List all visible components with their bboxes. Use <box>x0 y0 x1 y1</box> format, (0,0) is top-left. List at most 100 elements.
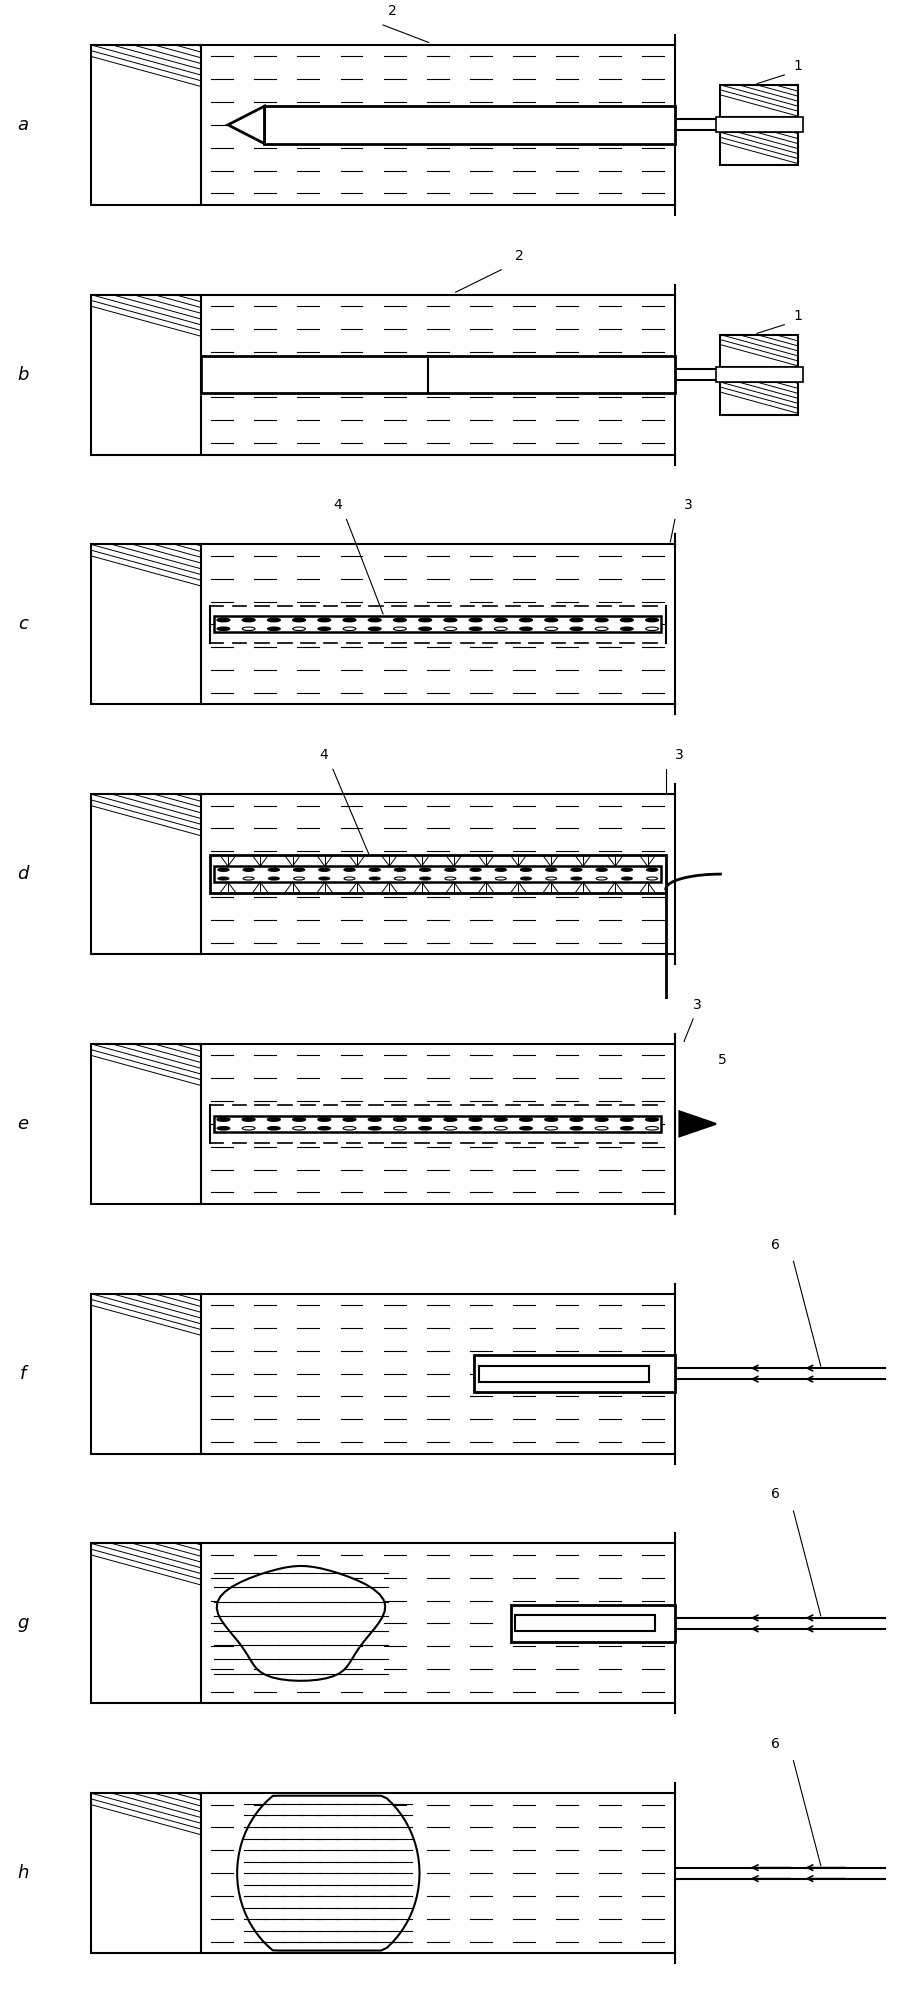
Circle shape <box>468 617 481 621</box>
Circle shape <box>595 1127 608 1131</box>
Circle shape <box>343 877 354 879</box>
Text: 5: 5 <box>718 1053 726 1067</box>
Text: 1: 1 <box>793 58 802 74</box>
Circle shape <box>293 877 304 879</box>
Circle shape <box>645 1127 658 1131</box>
Circle shape <box>520 869 531 871</box>
Bar <box>515 1614 654 1630</box>
Circle shape <box>292 1127 305 1131</box>
Circle shape <box>218 869 229 871</box>
Circle shape <box>619 617 632 621</box>
Bar <box>91 1295 200 1455</box>
Circle shape <box>619 1117 632 1121</box>
Circle shape <box>646 869 657 871</box>
Circle shape <box>394 877 405 879</box>
Bar <box>715 368 802 382</box>
Circle shape <box>596 877 607 879</box>
Circle shape <box>368 627 381 631</box>
Text: 4: 4 <box>333 498 342 513</box>
Text: 4: 4 <box>319 747 328 763</box>
Text: a: a <box>17 116 28 134</box>
Circle shape <box>217 617 230 621</box>
Circle shape <box>419 869 430 871</box>
Circle shape <box>569 627 582 631</box>
Text: 6: 6 <box>770 1487 779 1502</box>
Circle shape <box>569 1127 582 1131</box>
Circle shape <box>444 1127 456 1131</box>
Circle shape <box>444 627 456 631</box>
Circle shape <box>318 627 331 631</box>
Polygon shape <box>217 1566 384 1680</box>
Circle shape <box>494 1117 507 1121</box>
Circle shape <box>292 1117 305 1121</box>
Circle shape <box>494 627 507 631</box>
Bar <box>210 855 665 893</box>
Circle shape <box>569 617 582 621</box>
Circle shape <box>494 617 507 621</box>
Circle shape <box>595 627 608 631</box>
Text: 3: 3 <box>674 747 683 763</box>
Circle shape <box>242 1117 255 1121</box>
Circle shape <box>217 1117 230 1121</box>
Text: 2: 2 <box>387 4 396 18</box>
Circle shape <box>243 869 254 871</box>
Circle shape <box>368 1117 381 1121</box>
Bar <box>91 543 200 705</box>
Circle shape <box>267 1117 280 1121</box>
Circle shape <box>645 617 658 621</box>
Circle shape <box>519 617 532 621</box>
Circle shape <box>469 877 480 879</box>
Bar <box>91 1794 200 1954</box>
Circle shape <box>217 627 230 631</box>
Circle shape <box>444 617 456 621</box>
Text: 6: 6 <box>770 1736 779 1752</box>
Bar <box>214 867 660 883</box>
Bar <box>91 793 200 955</box>
Circle shape <box>267 1127 280 1131</box>
Circle shape <box>544 627 557 631</box>
Circle shape <box>318 1127 331 1131</box>
Circle shape <box>394 617 406 621</box>
Circle shape <box>293 869 304 871</box>
Circle shape <box>519 1117 532 1121</box>
Bar <box>478 1367 649 1383</box>
Circle shape <box>418 1117 431 1121</box>
Circle shape <box>544 1117 557 1121</box>
Text: e: e <box>17 1115 28 1133</box>
Circle shape <box>318 617 331 621</box>
Circle shape <box>368 617 381 621</box>
Bar <box>91 1542 200 1702</box>
Circle shape <box>520 877 531 879</box>
Circle shape <box>368 1127 381 1131</box>
Text: g: g <box>17 1614 28 1632</box>
Circle shape <box>646 877 657 879</box>
Circle shape <box>620 869 631 871</box>
Circle shape <box>318 1117 331 1121</box>
Circle shape <box>418 617 431 621</box>
Bar <box>510 1604 674 1642</box>
Circle shape <box>292 617 305 621</box>
Circle shape <box>394 869 405 871</box>
Circle shape <box>445 869 456 871</box>
Bar <box>214 615 660 631</box>
Circle shape <box>268 877 279 879</box>
Circle shape <box>494 1127 507 1131</box>
Bar <box>264 106 674 144</box>
Circle shape <box>217 1127 230 1131</box>
Circle shape <box>570 869 581 871</box>
Text: d: d <box>17 865 28 883</box>
Bar <box>91 1043 200 1203</box>
Circle shape <box>418 627 431 631</box>
Circle shape <box>519 627 532 631</box>
Circle shape <box>218 877 229 879</box>
Circle shape <box>495 877 506 879</box>
Circle shape <box>242 617 255 621</box>
Circle shape <box>645 1117 658 1121</box>
Circle shape <box>444 1117 456 1121</box>
Circle shape <box>619 627 632 631</box>
Polygon shape <box>228 106 264 144</box>
Circle shape <box>596 869 607 871</box>
Circle shape <box>445 877 456 879</box>
Bar <box>200 356 674 394</box>
Circle shape <box>468 1127 481 1131</box>
